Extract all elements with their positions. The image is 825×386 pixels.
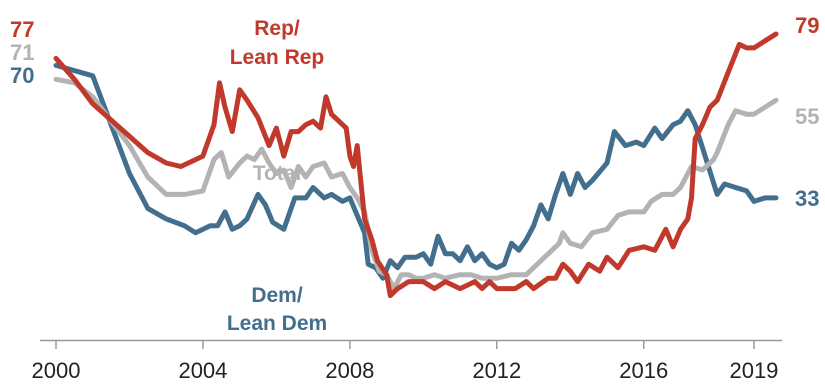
dem-start-value: 70 xyxy=(10,63,34,88)
x-tick-label: 2019 xyxy=(729,358,778,383)
dem-series-label-line1: Dem/ xyxy=(251,284,303,307)
x-tick-label: 2012 xyxy=(472,358,521,383)
x-tick-label: 2016 xyxy=(619,358,668,383)
total-start-value: 71 xyxy=(10,40,34,65)
rep-start-value: 77 xyxy=(10,17,34,42)
x-tick-label: 2004 xyxy=(178,358,227,383)
rep-end-value: 79 xyxy=(795,13,819,38)
series-lines xyxy=(53,31,779,299)
total-end-value: 55 xyxy=(795,104,819,129)
rep-series-label-line1: Rep/ xyxy=(254,17,300,40)
x-tick-label: 2008 xyxy=(325,358,374,383)
x-tick-label: 2000 xyxy=(32,358,81,383)
total-series-label: Total xyxy=(253,162,302,185)
rep-series-line xyxy=(53,31,779,299)
dem-series-line xyxy=(53,62,779,281)
rep-series-label-line2: Lean Rep xyxy=(230,46,325,69)
dem-series-label-line2: Lean Dem xyxy=(227,312,327,335)
total-series-line xyxy=(53,76,779,292)
dem-end-value: 33 xyxy=(795,186,819,211)
x-axis-ticks: 2000 2004 2008 2012 2016 2019 xyxy=(32,340,778,383)
